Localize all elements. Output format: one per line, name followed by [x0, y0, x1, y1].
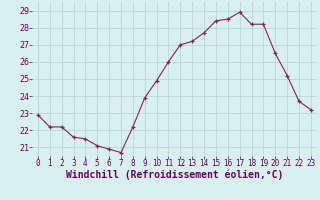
X-axis label: Windchill (Refroidissement éolien,°C): Windchill (Refroidissement éolien,°C): [66, 169, 283, 180]
